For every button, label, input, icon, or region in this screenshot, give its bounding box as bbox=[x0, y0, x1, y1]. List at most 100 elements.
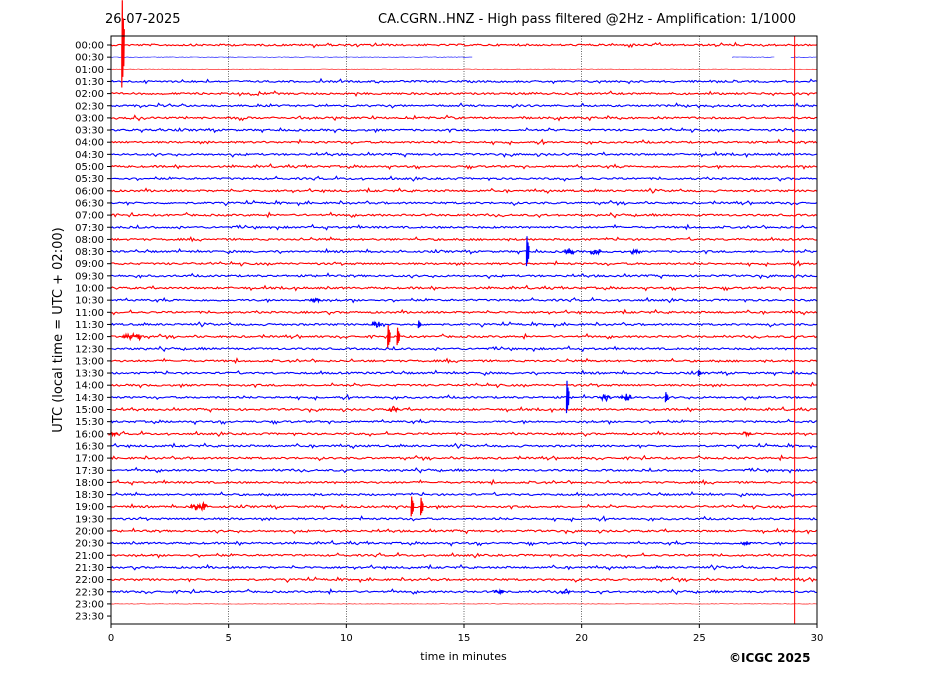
y-tick-label-0500: 05:00 bbox=[75, 162, 104, 173]
event-spike-0 bbox=[121, 0, 125, 88]
trace-0630 bbox=[110, 199, 817, 207]
trace-2030 bbox=[110, 539, 817, 547]
y-tick-label-2330: 23:30 bbox=[75, 612, 104, 623]
trace-1430 bbox=[110, 393, 817, 401]
y-tick-label-0200: 02:00 bbox=[75, 89, 104, 100]
y-tick-label-0900: 09:00 bbox=[75, 259, 104, 270]
y-tick-label-0800: 08:00 bbox=[75, 235, 104, 246]
event-spike-10 bbox=[387, 325, 391, 348]
y-tick-label-2030: 20:30 bbox=[75, 539, 104, 550]
y-tick-label-0330: 03:30 bbox=[75, 126, 104, 137]
chart-title: CA.CGRN..HNZ - High pass filtered @2Hz -… bbox=[378, 12, 796, 27]
y-tick-label-2230: 22:30 bbox=[75, 587, 104, 598]
trace-0830 bbox=[110, 247, 817, 255]
event-spike-25 bbox=[697, 369, 702, 377]
y-tick-label-0000: 00:00 bbox=[75, 41, 104, 52]
y-tick-label-1600: 16:00 bbox=[75, 429, 104, 440]
axes-layer: 0 5 10 15 20 25 30 00:0000:3001:0001:3002:0002:… bbox=[75, 35, 824, 644]
y-tick-label-1230: 12:30 bbox=[75, 344, 104, 355]
event-spike-12 bbox=[565, 380, 570, 414]
y-tick-label-1630: 16:30 bbox=[75, 441, 104, 452]
trace-1300 bbox=[110, 357, 817, 365]
x-tick-label-15: 15 bbox=[458, 633, 471, 644]
trace-1600 bbox=[110, 430, 817, 437]
trace-0200 bbox=[110, 90, 817, 97]
y-tick-label-1030: 10:30 bbox=[75, 296, 104, 307]
trace-0030-seg1 bbox=[732, 56, 775, 58]
trace-2100 bbox=[110, 551, 817, 559]
y-tick-label-0230: 02:30 bbox=[75, 101, 104, 112]
trace-1800 bbox=[110, 478, 817, 486]
event-spike-22 bbox=[420, 497, 424, 516]
y-tick-label-1500: 15:00 bbox=[75, 405, 104, 416]
y-tick-label-2130: 21:30 bbox=[75, 563, 104, 574]
trace-0030-seg2 bbox=[790, 56, 817, 58]
event-spike-15 bbox=[664, 392, 669, 403]
event-burst-14 bbox=[620, 393, 632, 402]
trace-1500 bbox=[110, 406, 817, 414]
trace-0030-seg0 bbox=[110, 56, 473, 58]
y-tick-label-0830: 08:30 bbox=[75, 247, 104, 258]
y-tick-label-0700: 07:00 bbox=[75, 211, 104, 222]
y-tick-label-1330: 13:30 bbox=[75, 369, 104, 380]
y-tick-label-0930: 09:30 bbox=[75, 271, 104, 282]
event-burst-6 bbox=[371, 320, 383, 329]
trace-1730 bbox=[110, 466, 817, 474]
y-tick-label-1930: 19:30 bbox=[75, 514, 104, 525]
y-tick-label-2300: 23:00 bbox=[75, 599, 104, 610]
trace-1130 bbox=[110, 321, 817, 328]
trace-2230 bbox=[110, 588, 817, 596]
event-burst-24 bbox=[560, 588, 571, 595]
y-tick-label-0730: 07:30 bbox=[75, 223, 104, 234]
y-tick-label-0400: 04:00 bbox=[75, 138, 104, 149]
y-tick-label-1800: 18:00 bbox=[75, 478, 104, 489]
y-tick-label-2200: 22:00 bbox=[75, 575, 104, 586]
x-tick-label-30: 30 bbox=[811, 633, 824, 644]
trace-1100 bbox=[110, 308, 817, 316]
y-tick-label-0030: 00:30 bbox=[75, 53, 104, 64]
trace-0230 bbox=[110, 102, 817, 109]
event-burst-8 bbox=[121, 332, 133, 342]
trace-1030 bbox=[110, 296, 817, 304]
trace-0700 bbox=[110, 211, 817, 219]
trace-2000 bbox=[110, 527, 817, 535]
trace-0900 bbox=[110, 260, 817, 268]
trace-1200 bbox=[110, 332, 817, 340]
y-tick-label-0430: 04:30 bbox=[75, 150, 104, 161]
copyright-label: ©ICGC 2025 bbox=[729, 651, 811, 665]
x-tick-label-5: 5 bbox=[225, 633, 231, 644]
y-tick-label-1300: 13:00 bbox=[75, 356, 104, 367]
event-burst-26 bbox=[740, 541, 752, 547]
trace-0930 bbox=[110, 272, 817, 280]
trace-1400 bbox=[110, 381, 817, 389]
event-burst-9 bbox=[131, 331, 142, 342]
y-tick-label-1830: 18:30 bbox=[75, 490, 104, 501]
event-burst-23 bbox=[493, 588, 505, 596]
trace-1900 bbox=[110, 503, 817, 511]
trace-0130 bbox=[110, 77, 817, 85]
trace-0400 bbox=[110, 138, 817, 146]
y-tick-label-1730: 17:30 bbox=[75, 466, 104, 477]
x-tick-label-0: 0 bbox=[108, 633, 114, 644]
event-burst-3 bbox=[590, 249, 602, 256]
trace-2200 bbox=[110, 576, 817, 584]
y-tick-label-2100: 21:00 bbox=[75, 551, 104, 562]
event-burst-20 bbox=[197, 500, 209, 512]
trace-1830 bbox=[110, 490, 817, 498]
y-tick-label-0130: 01:30 bbox=[75, 77, 104, 88]
grid-layer bbox=[228, 36, 700, 624]
y-tick-label-1100: 11:00 bbox=[75, 308, 104, 319]
y-tick-label-1530: 15:30 bbox=[75, 417, 104, 428]
trace-0300 bbox=[110, 114, 817, 122]
y-tick-label-1200: 12:00 bbox=[75, 332, 104, 343]
event-spike-7 bbox=[417, 320, 422, 329]
x-axis-label: time in minutes bbox=[420, 650, 507, 663]
y-tick-label-1430: 14:30 bbox=[75, 393, 104, 404]
x-tick-label-20: 20 bbox=[575, 633, 588, 644]
event-burst-5 bbox=[310, 297, 322, 304]
trace-0530 bbox=[110, 175, 817, 182]
trace-layer bbox=[107, 0, 818, 624]
event-spike-1 bbox=[525, 236, 530, 267]
event-burst-16 bbox=[387, 405, 399, 413]
